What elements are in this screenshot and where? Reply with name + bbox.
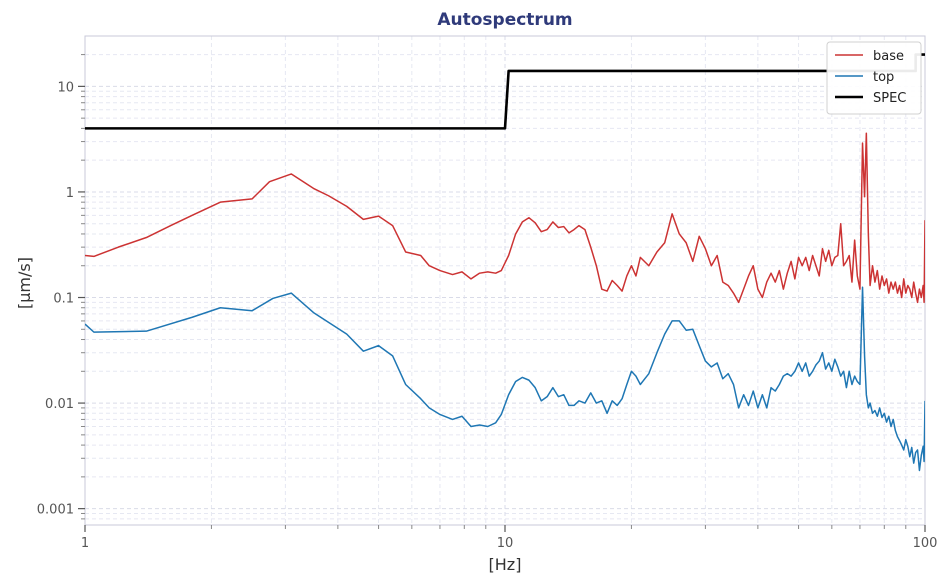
y-tick-label: 0.1	[53, 292, 74, 307]
y-tick-label: 1	[66, 186, 74, 201]
series-line-base	[85, 132, 925, 304]
y-tick-label: 0.001	[37, 503, 74, 518]
legend: base top SPEC	[826, 41, 922, 115]
legend-label-top: top	[873, 70, 894, 85]
legend-label-spec: SPEC	[873, 91, 906, 106]
x-tick-label: 1	[81, 536, 89, 551]
y-axis-label: [µm/s]	[15, 257, 34, 309]
legend-label-base: base	[873, 49, 904, 64]
x-axis-label: [Hz]	[489, 555, 522, 574]
chart-title: Autospectrum	[437, 10, 572, 30]
x-tick-label: 10	[497, 536, 514, 551]
y-tick-label: 10	[57, 80, 74, 95]
x-tick-label: 100	[913, 536, 938, 551]
series-line-top	[85, 286, 925, 472]
y-tick-label: 0.01	[45, 397, 74, 412]
